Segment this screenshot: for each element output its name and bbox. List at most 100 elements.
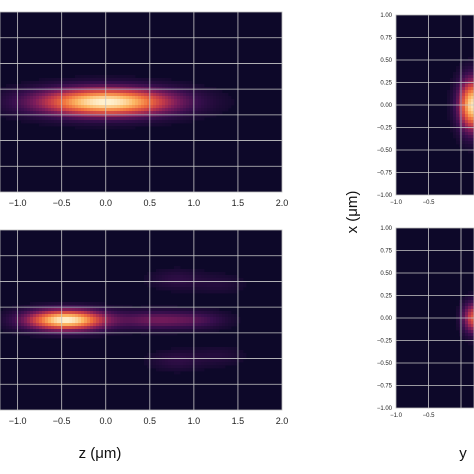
heatmap-cell [219, 272, 223, 276]
heatmap-cell [195, 350, 199, 354]
heatmap-cell [210, 356, 214, 360]
heatmap-cell [66, 320, 70, 324]
heatmap-cell [219, 347, 223, 351]
heatmap-cell [168, 272, 172, 276]
heatmap-cell [237, 284, 241, 288]
heatmap-cell [111, 320, 115, 324]
heatmap-cell [468, 69, 472, 73]
heatmap-cell [6, 108, 10, 112]
heatmap-cell [159, 87, 163, 91]
heatmap-cell [30, 93, 34, 97]
heatmap-cell [231, 99, 235, 103]
heatmap-cell [51, 335, 55, 339]
heatmap-cell [162, 353, 166, 357]
heatmap-cell [195, 311, 199, 315]
heatmap-cell [129, 305, 133, 309]
heatmap-cell [33, 308, 37, 312]
heatmap-cell [78, 126, 82, 130]
heatmap-cell [63, 323, 67, 327]
heatmap-cell [183, 356, 187, 360]
heatmap-cell [216, 308, 220, 312]
heatmap-cell [27, 96, 31, 100]
heatmap-cell [129, 102, 133, 106]
heatmap-cell [147, 308, 151, 312]
heatmap-cell [105, 108, 109, 112]
heatmap-cell [21, 332, 25, 336]
heatmap-cell [141, 99, 145, 103]
heatmap-cell [9, 329, 13, 333]
heatmap-cell [27, 108, 31, 112]
heatmap-cell [3, 111, 7, 115]
heatmap-cell [93, 123, 97, 127]
heatmap-cell [108, 84, 112, 88]
heatmap-cell [165, 365, 169, 369]
heatmap-cell [141, 311, 145, 315]
heatmap-cell [18, 114, 22, 118]
heatmap-cell [225, 93, 229, 97]
heatmap-cell [120, 314, 124, 318]
heatmap-cell [153, 96, 157, 100]
heatmap-cell [6, 117, 10, 121]
heatmap-cell [468, 102, 472, 106]
heatmap-cell [96, 302, 100, 306]
heatmap-cell [189, 326, 193, 330]
heatmap-cell [141, 120, 145, 124]
heatmap-cell [219, 353, 223, 357]
heatmap-cell [453, 90, 457, 94]
heatmap-cell [78, 96, 82, 100]
heatmap-cell [135, 308, 139, 312]
heatmap-cell [177, 111, 181, 115]
heatmap-cell [198, 114, 202, 118]
heatmap-cell [117, 117, 121, 121]
heatmap-cell [81, 102, 85, 106]
heatmap-cell [105, 120, 109, 124]
heatmap-cell [165, 329, 169, 333]
heatmap-cell [183, 284, 187, 288]
heatmap-cell [93, 93, 97, 97]
y-tick-label: −0.25 [377, 126, 393, 132]
heatmap-cell [162, 284, 166, 288]
heatmap-cell [162, 78, 166, 82]
heatmap-cell [132, 108, 136, 112]
heatmap-cell [447, 114, 451, 118]
heatmap-cell [90, 93, 94, 97]
heatmap-cell [96, 329, 100, 333]
heatmap-cell [462, 69, 466, 73]
heatmap-cell [462, 117, 466, 121]
heatmap-cell [177, 87, 181, 91]
heatmap-cell [210, 93, 214, 97]
heatmap-cell [111, 102, 115, 106]
heatmap-cell [36, 114, 40, 118]
heatmap-cell [144, 102, 148, 106]
heatmap-cell [78, 111, 82, 115]
heatmap-cell [12, 105, 16, 109]
heatmap-cell [99, 123, 103, 127]
heatmap-cell [180, 359, 184, 363]
heatmap-cell [165, 272, 169, 276]
heatmap-cell [33, 108, 37, 112]
heatmap-cell [231, 347, 235, 351]
heatmap-cell [153, 99, 157, 103]
heatmap-cell [129, 96, 133, 100]
heatmap-cell [84, 329, 88, 333]
heatmap-cell [27, 311, 31, 315]
heatmap-cell [195, 287, 199, 291]
heatmap-cell [33, 102, 37, 106]
heatmap-cell [48, 81, 52, 85]
y-tick-label: −0.50 [377, 361, 393, 367]
heatmap-cell [177, 368, 181, 372]
heatmap-cell [201, 275, 205, 279]
heatmap-cell [24, 93, 28, 97]
heatmap-cell [453, 99, 457, 103]
heatmap-cell [132, 90, 136, 94]
heatmap-cell [183, 281, 187, 285]
heatmap-cell [204, 108, 208, 112]
heatmap-cell [201, 317, 205, 321]
heatmap-cell [66, 93, 70, 97]
heatmap-cell [144, 314, 148, 318]
heatmap-cell [168, 287, 172, 291]
heatmap-cell [15, 84, 19, 88]
heatmap-cell [150, 308, 154, 312]
heatmap-cell [114, 126, 118, 130]
heatmap-cell [45, 302, 49, 306]
